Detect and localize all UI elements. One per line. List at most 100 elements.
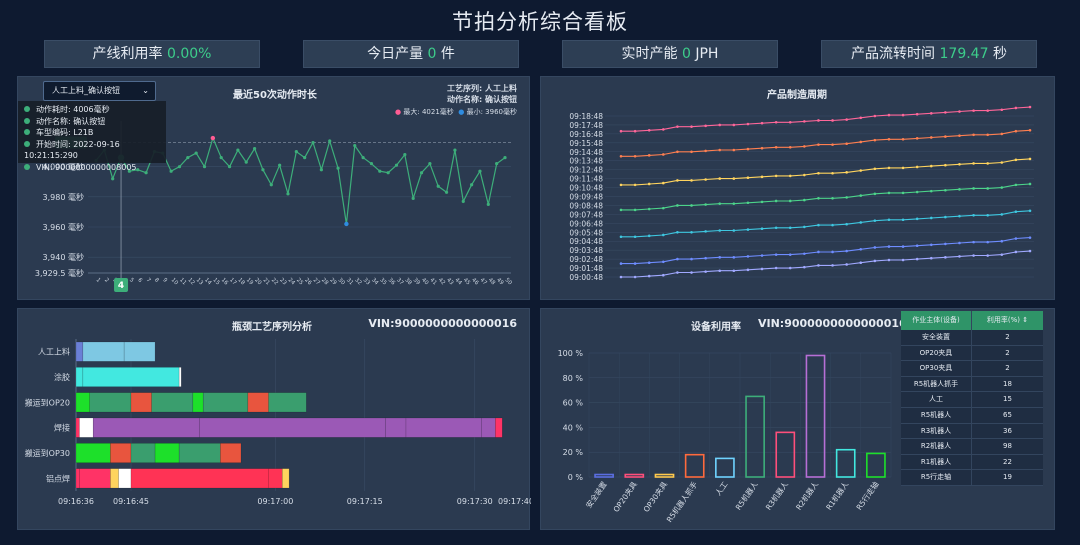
data-point xyxy=(929,256,933,260)
column-header-utilization[interactable]: 利用率(%) ⇕ xyxy=(986,316,1029,324)
table-row[interactable]: R5机器人抓手 18 xyxy=(901,376,1043,393)
data-point xyxy=(986,133,989,137)
x-tick-label: 1 xyxy=(95,277,102,284)
y-tick-label: 09:03:48 xyxy=(569,246,603,255)
utilization-bar xyxy=(715,457,735,478)
y-tick-label: 09:16:48 xyxy=(569,130,603,139)
data-point xyxy=(746,255,750,258)
y-tick-label: 3,929.5 毫秒 xyxy=(35,268,84,278)
x-tick-label: 31 xyxy=(345,277,354,286)
data-point xyxy=(788,199,792,203)
table-row[interactable]: OP30夹具 2 xyxy=(901,361,1043,377)
table-row[interactable]: R1机器人 22 xyxy=(901,454,1043,471)
data-point xyxy=(986,213,989,217)
data-point xyxy=(887,218,891,222)
data-point xyxy=(817,171,820,175)
data-point xyxy=(873,192,877,196)
x-tick-label: 8 xyxy=(153,277,160,284)
data-point xyxy=(873,219,877,222)
table-row[interactable]: R5行走轴 19 xyxy=(901,470,1043,486)
data-point xyxy=(194,151,198,155)
data-point xyxy=(495,162,499,166)
gantt-segment xyxy=(79,468,111,489)
data-point xyxy=(690,257,693,261)
data-point xyxy=(929,136,933,139)
data-point xyxy=(944,256,947,259)
x-tick-label: 50 xyxy=(504,277,514,287)
cell-equipment: R5机器人抓手 xyxy=(901,376,972,392)
manufacturing-cycle-chart: 09:00:4809:01:4809:02:4809:03:4809:04:48… xyxy=(569,105,1034,282)
data-point xyxy=(986,109,989,112)
table-row[interactable]: R2机器人 98 xyxy=(901,439,1043,455)
data-point xyxy=(774,226,778,230)
data-point xyxy=(760,267,764,271)
data-point xyxy=(845,222,848,226)
table-row[interactable]: OP20夹具 2 xyxy=(901,345,1043,362)
data-point xyxy=(704,270,707,273)
data-point xyxy=(760,254,764,257)
data-point xyxy=(873,114,877,118)
series-dot-icon xyxy=(24,140,30,147)
data-point xyxy=(760,175,764,179)
y-tick-label: 20 % xyxy=(563,448,584,457)
y-tick-label: 09:12:48 xyxy=(569,166,603,175)
data-point xyxy=(1000,132,1004,136)
series-line xyxy=(621,210,1031,238)
x-category-label: R5机器人抓手 xyxy=(664,479,700,524)
data-point xyxy=(760,227,764,230)
data-point xyxy=(944,163,947,167)
data-point xyxy=(915,137,919,140)
data-point xyxy=(958,214,961,218)
process-info: 工艺序列: 人工上料 动作名称: 确认按钮 xyxy=(447,83,517,105)
data-point xyxy=(831,196,834,200)
gantt-segment xyxy=(79,417,94,438)
table-row[interactable]: 人工 15 xyxy=(901,392,1043,408)
data-point xyxy=(361,156,365,160)
data-point xyxy=(1028,105,1032,109)
table-row[interactable]: 安全装置 2 xyxy=(901,330,1043,346)
x-tick-label: 34 xyxy=(370,277,380,287)
cell-utilization: 19 xyxy=(1003,473,1012,482)
series-line xyxy=(621,129,1031,157)
data-point xyxy=(633,262,637,265)
gantt-segment xyxy=(282,468,290,489)
x-tick-label: 33 xyxy=(362,277,372,287)
x-tick-label: 18 xyxy=(236,277,246,287)
y-category-label: 人工上料 xyxy=(38,347,70,357)
table-row[interactable]: R5机器人 65 xyxy=(901,407,1043,424)
data-point xyxy=(1000,161,1004,164)
tooltip-line: 动作名称: 确认按钮 xyxy=(24,116,160,128)
data-point xyxy=(859,194,863,197)
data-point xyxy=(127,169,131,173)
utilization-table: 作业主体(设备) 利用率(%) ⇕ 安全装置 2 OP20夹具 2 OP30夹具 2 R5机… xyxy=(901,311,1043,486)
data-point xyxy=(704,124,707,128)
data-point xyxy=(859,221,863,224)
x-tick-label: 20 xyxy=(253,277,263,287)
cell-equipment: R5机器人 xyxy=(901,407,972,423)
column-header-equipment[interactable]: 作业主体(设备) xyxy=(901,311,972,330)
y-tick-label: 80 % xyxy=(563,374,584,383)
data-point xyxy=(647,234,651,238)
x-tick-label: 12 xyxy=(186,277,195,286)
data-point xyxy=(1014,237,1018,240)
cell-utilization: 36 xyxy=(1003,426,1012,435)
data-point xyxy=(704,203,707,206)
action-select-dropdown[interactable]: 人工上料_确认按钮 ⌄ xyxy=(43,81,156,101)
data-point xyxy=(732,123,736,127)
x-category-label: R1机器人 xyxy=(824,479,851,512)
y-tick-label: 09:06:48 xyxy=(569,219,603,228)
process-sequence-text: 工艺序列: 人工上料 xyxy=(447,84,517,93)
data-point xyxy=(746,268,750,272)
cell-utilization: 2 xyxy=(1005,333,1010,341)
data-point xyxy=(690,179,693,182)
gantt-segment xyxy=(154,443,180,463)
data-point xyxy=(633,235,637,239)
table-row[interactable]: R3机器人 36 xyxy=(901,423,1043,440)
data-point xyxy=(261,168,265,172)
cell-equipment: OP20夹具 xyxy=(901,345,972,361)
data-point xyxy=(873,167,877,171)
y-tick-label: 09:08:48 xyxy=(569,201,603,210)
select-value: 人工上料_确认按钮 xyxy=(52,86,120,95)
data-point xyxy=(817,250,820,254)
data-point xyxy=(453,148,457,152)
